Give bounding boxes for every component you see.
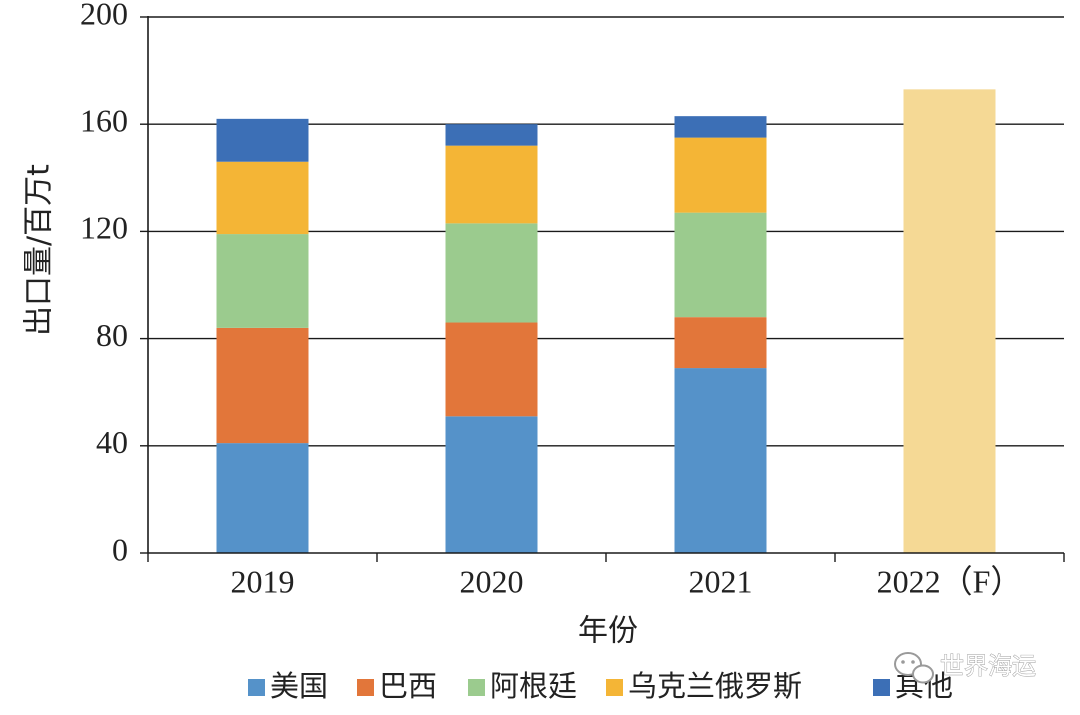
bar-2021-其他 [674, 116, 767, 138]
y-tick-label: 80 [96, 317, 128, 353]
legend-swatch-巴西 [357, 679, 374, 696]
watermark: 世界海运 [894, 652, 1036, 684]
y-tick-label: 40 [96, 424, 128, 460]
y-tick-label: 120 [80, 210, 128, 246]
bar-2020-阿根廷 [445, 223, 538, 323]
legend-label: 乌克兰俄罗斯 [628, 669, 802, 703]
x-axis-title: 年份 [578, 614, 638, 649]
bar-2020-乌克兰俄罗斯 [445, 145, 538, 224]
legend-label: 巴西 [379, 669, 437, 703]
bar-2020-美国 [445, 416, 538, 553]
axes [147, 16, 1065, 562]
legend-swatch-阿根廷 [468, 679, 485, 696]
bar-2021-阿根廷 [674, 212, 767, 318]
y-tick-label: 160 [80, 103, 128, 139]
bar-2019-乌克兰俄罗斯 [216, 161, 309, 235]
legend-label: 美国 [270, 669, 328, 703]
bar-2020-其他 [445, 124, 538, 146]
bar-2021-美国 [674, 368, 767, 553]
x-tick-label: 2021 [689, 563, 753, 599]
bars [216, 89, 996, 554]
bar-2019-巴西 [216, 327, 309, 444]
bar-2019-其他 [216, 118, 309, 162]
bar-2019-阿根廷 [216, 234, 309, 328]
legend-swatch-乌克兰俄罗斯 [606, 679, 623, 696]
x-tick-label: 2020 [460, 563, 524, 599]
bar-2020-巴西 [445, 322, 538, 417]
legend-swatch-其他 [873, 679, 890, 696]
legend-label: 阿根廷 [490, 669, 577, 703]
bar-2021-巴西 [674, 317, 767, 369]
wechat-icon [894, 652, 934, 684]
x-tick-label: 2019 [231, 563, 295, 599]
bar-2022（F）-forecast [903, 89, 996, 554]
x-tick-labels: 2019 2020 2021 2022（F） [231, 563, 1023, 599]
y-tick-label: 200 [80, 0, 128, 31]
y-tick-label: 0 [112, 531, 128, 567]
legend: 美国 巴西 阿根廷 乌克兰俄罗斯 其他 [248, 669, 953, 703]
bar-2019-美国 [216, 443, 309, 553]
watermark-text: 世界海运 [940, 652, 1036, 680]
bar-2021-乌克兰俄罗斯 [674, 137, 767, 213]
y-axis-title: 出口量/百万t [22, 164, 57, 336]
legend-swatch-美国 [248, 679, 265, 696]
y-tick-labels: 0 40 80 120 160 200 [80, 0, 128, 567]
x-tick-label: 2022（F） [877, 563, 1023, 599]
